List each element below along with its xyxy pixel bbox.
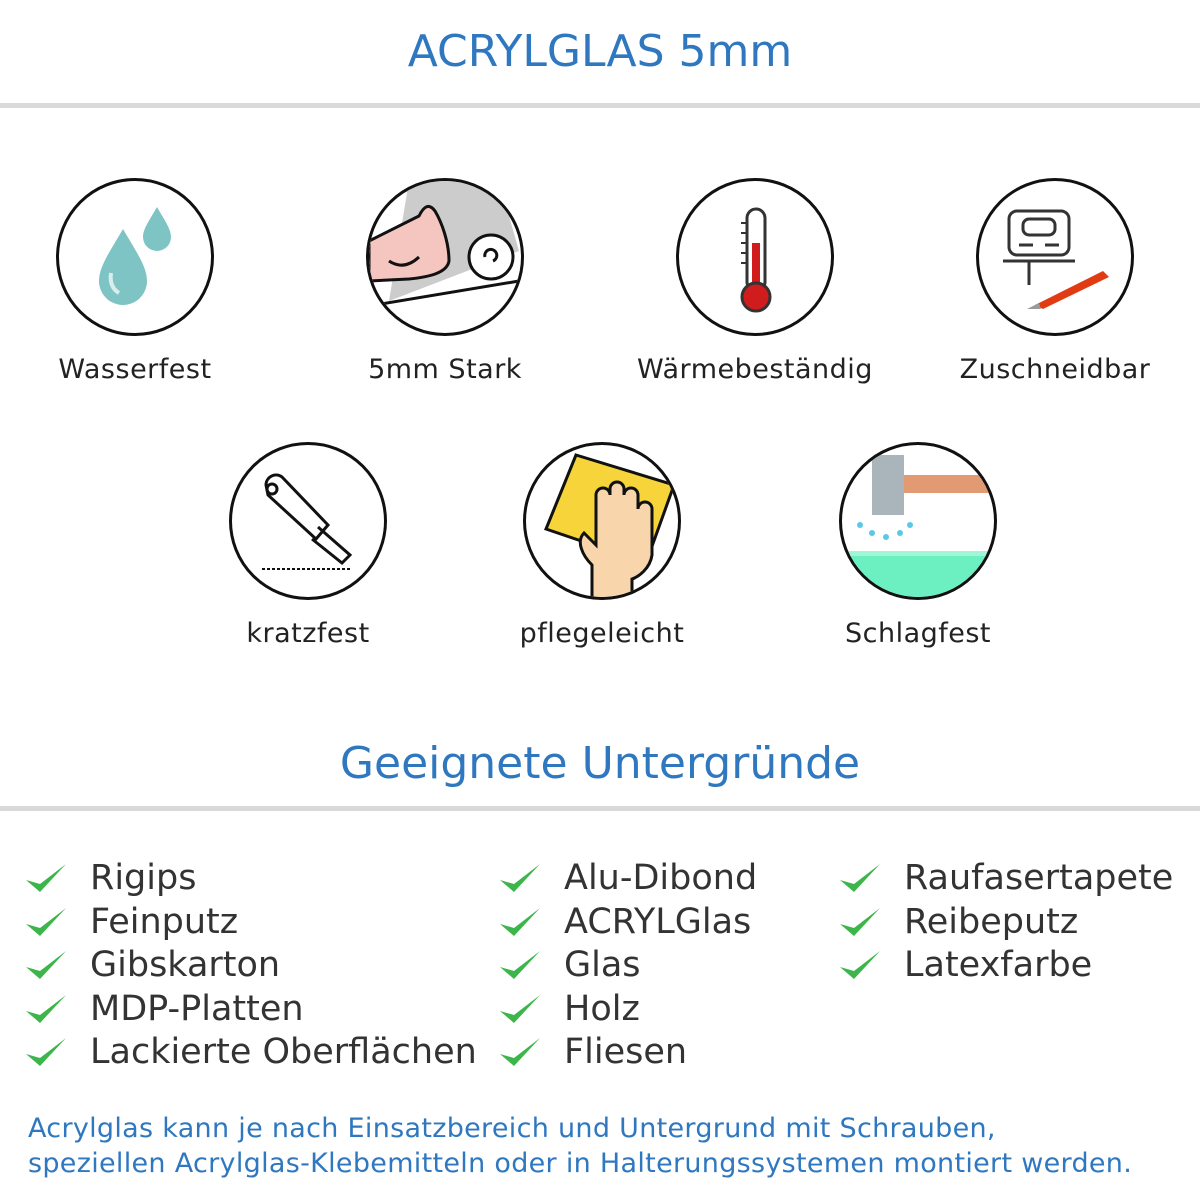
feature-kratzfest: kratzfest	[158, 442, 458, 649]
surface-label: MDP-Platten	[90, 988, 304, 1029]
divider	[0, 806, 1200, 811]
surface-item: Fliesen	[498, 1030, 687, 1074]
feature-pflegeleicht: pflegeleicht	[452, 442, 752, 649]
footer-line: Acrylglas kann je nach Einsatzbereich un…	[28, 1113, 996, 1144]
feature-label: Wärmebeständig	[637, 354, 873, 385]
surface-label: Feinputz	[90, 901, 239, 942]
strong-arm-icon	[366, 178, 524, 336]
water-drops-icon	[56, 178, 214, 336]
checkmark-icon	[500, 1038, 540, 1066]
surface-label: Latexfarbe	[904, 945, 1093, 985]
checkmark-icon	[26, 864, 66, 892]
surface-label: Raufasertapete	[904, 858, 1174, 898]
surface-label: Lackierte Oberflächen	[90, 1032, 477, 1072]
checkmark-icon	[26, 1038, 66, 1066]
box-cutter-icon	[229, 442, 387, 600]
surface-item: ACRYLGlas	[498, 900, 751, 944]
checkmark-icon	[840, 907, 880, 936]
surface-label: Gibskarton	[90, 945, 281, 985]
surface-label: Reibeputz	[904, 901, 1079, 942]
surface-item: MDP-Platten	[24, 987, 304, 1031]
checkmark-icon	[26, 907, 66, 936]
divider	[0, 103, 1200, 108]
feature-zuschneidbar: Zuschneidbar	[905, 178, 1200, 385]
surface-item: Alu-Dibond	[498, 856, 757, 900]
surface-label: Holz	[564, 988, 640, 1029]
surface-label: Rigips	[90, 858, 197, 898]
feature-label: Zuschneidbar	[959, 354, 1151, 385]
surface-item: Gibskarton	[24, 943, 280, 987]
checkmark-icon	[840, 951, 880, 979]
hand-sponge-icon	[523, 442, 681, 600]
checkmark-icon	[26, 994, 66, 1023]
checkmark-icon	[500, 864, 540, 892]
surface-item: Reibeputz	[838, 900, 1078, 944]
surface-item: Holz	[498, 987, 640, 1031]
checkmark-icon	[26, 951, 66, 979]
surface-label: Fliesen	[564, 1032, 688, 1072]
section-title: Geeignete Untergründe	[339, 738, 861, 789]
feature-label: kratzfest	[246, 618, 370, 649]
jigsaw-cutter-icon	[976, 178, 1134, 336]
feature-5mm-stark: 5mm Stark	[295, 178, 595, 385]
checkmark-icon	[840, 864, 880, 892]
feature-label: Wasserfest	[58, 354, 212, 385]
checkmark-icon	[500, 994, 540, 1023]
thermometer-icon	[676, 178, 834, 336]
hammer-icon	[839, 442, 997, 600]
feature-label: Schlagfest	[844, 618, 992, 649]
feature-label: 5mm Stark	[368, 354, 522, 385]
feature-schlagfest: Schlagfest	[768, 442, 1068, 649]
surface-item: Feinputz	[24, 900, 238, 944]
surface-label: Glas	[564, 945, 641, 985]
feature-label: pflegeleicht	[519, 618, 685, 649]
surface-label: Alu-Dibond	[564, 858, 758, 898]
surface-item: Rigips	[24, 856, 196, 900]
surface-item: Latexfarbe	[838, 943, 1092, 987]
checkmark-icon	[500, 907, 540, 936]
surface-item: Raufasertapete	[838, 856, 1173, 900]
feature-waermebestaendig: Wärmebeständig	[605, 178, 905, 385]
feature-wasserfest: Wasserfest	[0, 178, 285, 385]
surface-label: ACRYLGlas	[564, 901, 752, 942]
surface-item: Lackierte Oberflächen	[24, 1030, 477, 1074]
footer-line: speziellen Acrylglas-Klebemitteln oder i…	[28, 1148, 1133, 1179]
page-title: ACRYLGLAS 5mm	[407, 26, 793, 77]
checkmark-icon	[500, 951, 540, 979]
surface-item: Glas	[498, 943, 641, 987]
